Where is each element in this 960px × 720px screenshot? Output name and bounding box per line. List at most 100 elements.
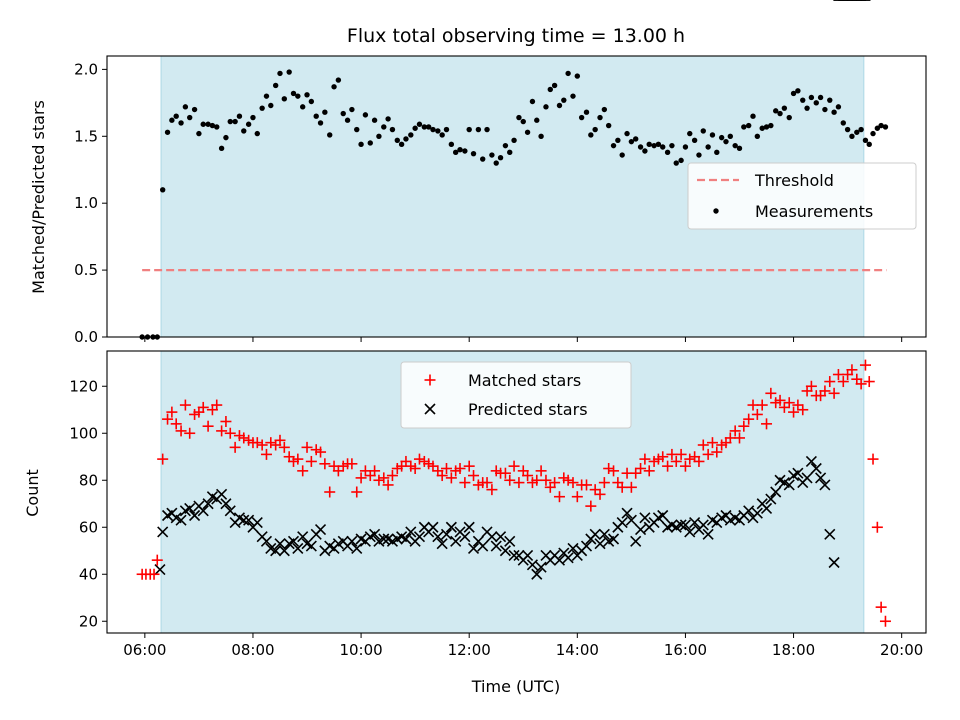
predicted-marker — [815, 472, 827, 484]
predicted-marker — [467, 542, 480, 554]
measurement-point — [601, 106, 608, 113]
predicted-marker — [562, 552, 574, 564]
measurement-point — [484, 126, 490, 133]
predicted-marker-stroke — [675, 519, 687, 531]
predicted-marker-stroke — [616, 516, 628, 529]
matched-marker — [274, 434, 286, 446]
predicted-marker-stroke — [824, 528, 836, 540]
measurement-point — [874, 125, 881, 131]
measurement-point — [556, 102, 563, 109]
measurement-point — [808, 94, 815, 101]
measurement-point — [389, 126, 396, 133]
legend-top: Threshold Measurements — [687, 162, 917, 230]
predicted-marker — [522, 549, 534, 562]
matched-marker — [179, 399, 191, 411]
predicted-marker-stroke — [157, 526, 169, 538]
predicted-marker-stroke — [459, 531, 471, 543]
measurement-point — [178, 120, 184, 126]
matched-marker — [184, 427, 196, 439]
matched-marker — [386, 470, 398, 482]
matched-marker — [630, 467, 642, 479]
measurement-point — [435, 128, 441, 134]
predicted-marker — [463, 521, 475, 533]
matched-marker — [666, 448, 678, 460]
predicted-marker — [630, 535, 642, 547]
y-tick-label: 20 — [79, 612, 98, 630]
matched-marker — [355, 472, 367, 484]
measurement-point — [610, 142, 617, 149]
matched-marker — [549, 477, 561, 489]
measurement-point — [682, 144, 689, 150]
matched-marker — [315, 446, 327, 458]
measurement-point — [817, 94, 824, 101]
matched-marker — [436, 470, 448, 482]
matched-marker — [567, 477, 579, 489]
predicted-marker-stroke — [251, 516, 263, 529]
predicted-marker — [305, 540, 317, 552]
measurement-point — [281, 96, 288, 102]
measurement-point — [470, 150, 477, 157]
matched-marker — [351, 486, 363, 498]
measurement-point — [317, 120, 324, 126]
predicted-marker-stroke — [815, 472, 827, 484]
matched-marker — [409, 463, 421, 474]
matched-marker — [427, 460, 439, 472]
measurement-point — [169, 117, 175, 123]
matched-marker — [278, 441, 290, 453]
predicted-marker-stroke — [494, 531, 507, 543]
predicted-marker — [351, 542, 363, 554]
measurement-point — [768, 122, 774, 129]
matched-marker — [459, 477, 471, 489]
measurement-point — [385, 116, 391, 122]
x-tick-label: 12:00 — [448, 641, 491, 659]
predicted-marker-stroke — [197, 505, 209, 517]
matched-marker — [504, 474, 516, 486]
measurement-point — [511, 137, 517, 143]
predicted-marker-stroke — [170, 512, 182, 524]
predicted-marker — [684, 526, 696, 538]
measurement-point — [263, 93, 270, 99]
measurement-point — [520, 118, 526, 125]
predicted-marker-stroke — [657, 509, 669, 522]
measurement-point — [367, 140, 373, 146]
measurement-point — [358, 141, 364, 148]
measurement-point — [529, 98, 536, 105]
matched-marker — [468, 470, 480, 482]
predicted-marker-stroke — [522, 549, 534, 562]
matched-marker — [846, 364, 858, 376]
measurement-point — [615, 137, 621, 143]
matched-marker — [463, 460, 475, 472]
matched-marker — [855, 378, 867, 390]
matched-marker — [531, 474, 543, 486]
predicted-marker — [477, 540, 489, 552]
measurement-point — [795, 88, 801, 94]
predicted-marker — [292, 542, 304, 554]
predicted-marker-stroke — [729, 512, 741, 524]
measurement-point — [637, 144, 644, 150]
measurement-point — [272, 82, 279, 89]
measurement-point — [619, 152, 625, 158]
matched-marker — [594, 488, 606, 500]
matched-marker — [635, 463, 647, 474]
matched-marker — [792, 399, 804, 411]
predicted-marker — [607, 533, 620, 545]
measurement-point — [561, 97, 567, 103]
measurement-point — [408, 132, 414, 138]
measurement-point — [245, 121, 252, 127]
matched-marker — [369, 465, 381, 477]
predicted-marker-stroke — [580, 540, 593, 552]
measurement-point — [218, 145, 225, 152]
matched-marker — [783, 397, 795, 409]
measurement-point — [489, 152, 495, 158]
measurement-point — [286, 69, 292, 75]
matched-marker — [711, 446, 723, 458]
matched-marker — [292, 453, 304, 465]
matched-marker — [824, 376, 836, 388]
measurement-point — [381, 124, 387, 130]
predicted-marker-stroke — [607, 533, 620, 545]
measurement-point — [236, 113, 243, 119]
measurement-point — [646, 141, 652, 148]
predicted-marker — [202, 498, 214, 510]
